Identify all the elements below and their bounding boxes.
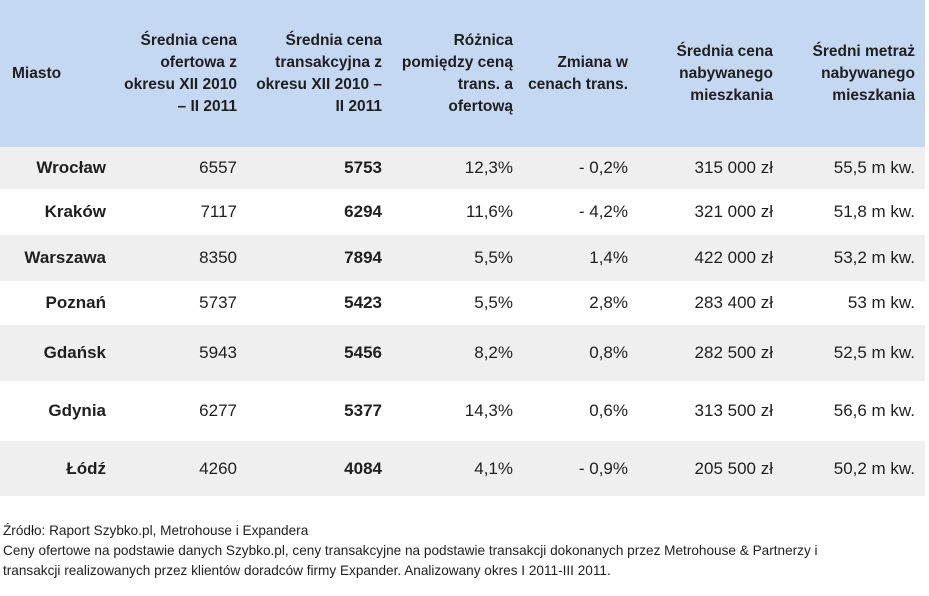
change-cell: 0,6% <box>589 401 628 420</box>
table-row: Warszawa 8350 7894 5,5% 1,4% 422 000 zł … <box>0 235 925 281</box>
header-offer-price: Średnia cena ofertowa z okresu XII 2010 … <box>124 31 237 115</box>
offer-price-cell: 4260 <box>199 458 237 478</box>
difference-cell: 14,3% <box>464 401 513 420</box>
avg-area-cell: 50,2 m kw. <box>833 458 915 478</box>
offer-price-cell: 6557 <box>199 158 237 177</box>
avg-price-cell: 422 000 zł <box>694 248 773 267</box>
offer-price-cell: 5943 <box>199 343 237 362</box>
table-row: Łódź 4260 4084 4,1% - 0,9% 205 500 zł 50… <box>0 441 925 496</box>
header-transaction-price: Średnia cena transakcyjna z okresu XII 2… <box>256 31 382 115</box>
avg-area-cell: 51,8 m kw. <box>833 202 915 221</box>
avg-price-cell: 315 000 zł <box>694 158 773 177</box>
offer-price-cell: 7117 <box>200 202 237 221</box>
table-row: Kraków 7117 6294 11,6% - 4,2% 321 000 zł… <box>0 189 925 235</box>
header-price-change: Zmiana w cenach trans. <box>528 53 628 93</box>
table-header-row: Miasto Średnia cena ofertowa z okresu XI… <box>0 0 925 147</box>
methodology-line: transakcji realizowanych przez klientów … <box>3 563 611 578</box>
price-table: Miasto Średnia cena ofertowa z okresu XI… <box>0 0 925 496</box>
table-row: Wrocław 6557 5753 12,3% - 0,2% 315 000 z… <box>0 147 925 189</box>
avg-area-cell: 53 m kw. <box>847 293 915 312</box>
difference-cell: 11,6% <box>466 202 513 221</box>
city-cell: Wrocław <box>36 158 106 177</box>
header-city: Miasto <box>12 64 62 82</box>
city-cell: Gdynia <box>48 401 106 420</box>
offer-price-cell: 5737 <box>199 293 237 312</box>
table-row: Poznań 5737 5423 5,5% 2,8% 283 400 zł 53… <box>0 281 925 325</box>
city-cell: Warszawa <box>24 248 106 267</box>
avg-area-cell: 53,2 m kw. <box>833 248 915 267</box>
avg-price-cell: 313 500 zł <box>694 401 773 420</box>
transaction-price-cell: 5456 <box>344 343 382 362</box>
source-line: Źródło: Raport Szybko.pl, Metrohouse i E… <box>3 523 309 538</box>
difference-cell: 5,5% <box>474 248 513 267</box>
offer-price-cell: 6277 <box>199 401 237 420</box>
avg-price-cell: 321 000 zł <box>694 202 773 221</box>
change-cell: - 4,2% <box>578 202 628 221</box>
avg-price-cell: 282 500 zł <box>694 343 773 362</box>
transaction-price-cell: 5377 <box>344 401 382 420</box>
change-cell: 0,8% <box>589 343 628 362</box>
header-price-difference: Różnica pomiędzy ceną trans. a ofertową <box>401 31 513 115</box>
difference-cell: 12,3% <box>464 158 513 177</box>
city-cell: Poznań <box>45 293 106 312</box>
change-cell: 1,4% <box>589 248 628 267</box>
transaction-price-cell: 5423 <box>344 293 382 312</box>
source-note: Źródło: Raport Szybko.pl, Metrohouse i E… <box>3 521 923 581</box>
avg-area-cell: 55,5 m kw. <box>833 158 915 177</box>
transaction-price-cell: 7894 <box>344 248 382 267</box>
offer-price-cell: 8350 <box>199 248 237 267</box>
difference-cell: 8,2% <box>474 343 513 362</box>
header-avg-apartment-price: Średnia cena nabywanego mieszkania <box>676 42 774 104</box>
avg-area-cell: 52,5 m kw. <box>833 343 915 362</box>
change-cell: - 0,2% <box>578 158 628 177</box>
difference-cell: 4,1% <box>474 458 513 478</box>
transaction-price-cell: 4084 <box>344 458 382 478</box>
change-cell: 2,8% <box>589 293 628 312</box>
city-cell: Gdańsk <box>43 343 106 362</box>
methodology-line: Ceny ofertowe na podstawie danych Szybko… <box>3 543 818 558</box>
avg-area-cell: 56,6 m kw. <box>833 401 915 420</box>
table-row: Gdynia 6277 5377 14,3% 0,6% 313 500 zł 5… <box>0 381 925 441</box>
change-cell: - 0,9% <box>578 458 628 478</box>
city-cell: Kraków <box>44 202 106 221</box>
header-avg-apartment-area: Średni metraż nabywanego mieszkania <box>812 42 915 104</box>
city-cell: Łódź <box>66 458 106 478</box>
table-row: Gdańsk 5943 5456 8,2% 0,8% 282 500 zł 52… <box>0 325 925 381</box>
difference-cell: 5,5% <box>474 293 513 312</box>
avg-price-cell: 205 500 zł <box>694 458 773 478</box>
transaction-price-cell: 6294 <box>344 202 382 221</box>
avg-price-cell: 283 400 zł <box>694 293 773 312</box>
transaction-price-cell: 5753 <box>344 158 382 177</box>
